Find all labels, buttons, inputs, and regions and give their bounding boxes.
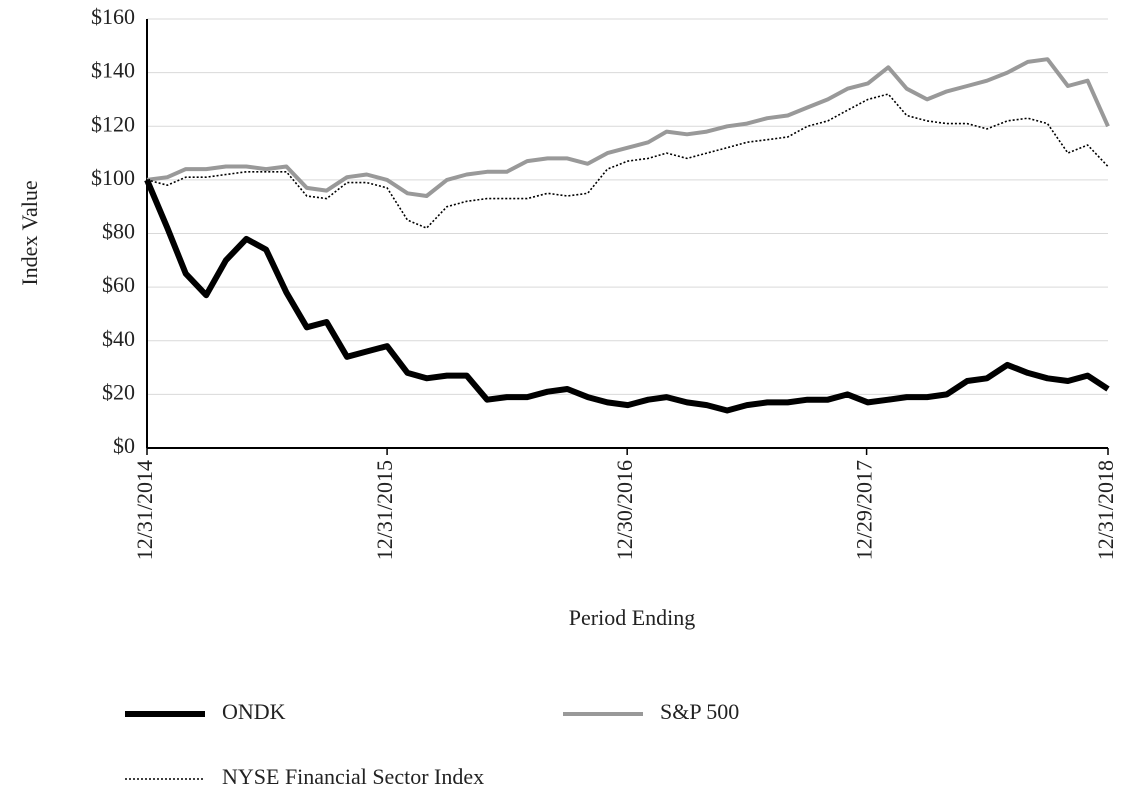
y-axis-label: Index Value [17, 180, 42, 285]
y-tick-label: $0 [113, 433, 135, 458]
series-line [146, 93, 1109, 229]
legend-label: ONDK [222, 699, 286, 724]
x-tick-label: 12/31/2015 [372, 460, 397, 560]
y-tick-label: $60 [102, 272, 135, 297]
y-tick-label: $40 [102, 326, 135, 351]
y-tick-label: $100 [91, 165, 135, 190]
legend-label: S&P 500 [660, 699, 739, 724]
y-tick-label: $120 [91, 111, 135, 136]
x-tick-label: 12/30/2016 [612, 460, 637, 560]
x-tick-label: 12/29/2017 [852, 460, 877, 560]
x-tick-label: 12/31/2014 [132, 460, 157, 560]
y-tick-label: $140 [91, 58, 135, 83]
x-axis-label: Period Ending [569, 605, 696, 630]
y-tick-label: $160 [91, 4, 135, 29]
series-line [146, 57, 1110, 198]
series-line [144, 178, 1110, 414]
x-tick-label: 12/31/2018 [1093, 460, 1118, 560]
y-tick-label: $80 [102, 219, 135, 244]
y-tick-label: $20 [102, 379, 135, 404]
legend-label: NYSE Financial Sector Index [222, 764, 484, 789]
